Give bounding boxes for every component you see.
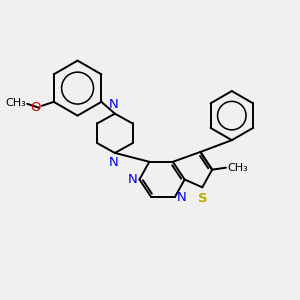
Text: S: S	[199, 192, 208, 205]
Text: CH₃: CH₃	[228, 163, 249, 173]
Text: CH₃: CH₃	[5, 98, 26, 108]
Text: N: N	[128, 173, 137, 186]
Text: O: O	[31, 101, 41, 114]
Text: N: N	[177, 191, 187, 204]
Text: N: N	[109, 156, 119, 169]
Text: N: N	[109, 98, 119, 111]
